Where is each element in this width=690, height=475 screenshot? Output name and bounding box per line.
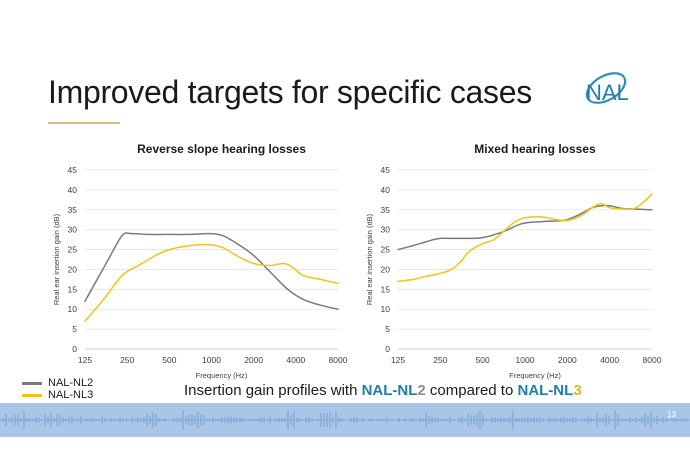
- chart-2-ytick-label: 30: [381, 225, 391, 235]
- chart-2-ytick-label: 5: [385, 324, 390, 334]
- chart-1-xtick-label: 500: [162, 355, 176, 365]
- chart-2: Mixed hearing losses 0 5 10 15 20 25 30 35 40 45 12…: [365, 142, 662, 380]
- chart-1-xtick-label: 125: [78, 355, 92, 365]
- chart-1-title: Reverse slope hearing losses: [137, 142, 306, 156]
- chart-1-series-nal-nl3: [84, 243, 339, 322]
- figure-caption: Insertion gain profiles with NAL-NL2 com…: [184, 382, 582, 399]
- chart-2-ytick-label: 25: [381, 245, 391, 255]
- chart-1-series-nal-nl2: [84, 232, 339, 310]
- caption-nl2-name: NAL-NL: [361, 382, 418, 399]
- chart-1-ylabel: Real ear insertion gain (dB): [52, 213, 61, 305]
- chart-1-xtick-label: 8000: [329, 355, 348, 365]
- caption-nl2-suffix: 2: [417, 382, 426, 399]
- chart-1-xlabel: Frequency (Hz): [196, 371, 248, 380]
- nal-logo: NAL: [585, 72, 629, 105]
- chart-1-ytick-label: 25: [68, 245, 78, 255]
- chart-1-ytick-label: 10: [68, 304, 78, 314]
- chart-2-ytick-label: 40: [381, 185, 391, 195]
- chart-2-series-nal-nl2: [397, 204, 653, 251]
- caption-middle: compared to: [425, 382, 518, 399]
- legend-label-nl3: NAL-NL3: [48, 389, 94, 401]
- caption-prefix: Insertion gain profiles with: [184, 382, 362, 399]
- legend-item-nl2: NAL-NL2: [22, 377, 93, 389]
- chart-2-xtick-label: 500: [476, 355, 490, 365]
- page-number: 13: [667, 410, 676, 419]
- legend-item-nl3: NAL-NL3: [22, 389, 93, 401]
- caption-nl3-name: NAL-NL: [517, 382, 574, 399]
- chart-2-xtick-label: 2000: [558, 355, 577, 365]
- legend-swatch-nl3: [22, 393, 42, 397]
- chart-2-ytick-label: 0: [385, 344, 390, 354]
- waveform-decoration: [0, 410, 690, 430]
- chart-2-ytick-label: 10: [381, 304, 391, 314]
- chart-1-ytick-label: 40: [68, 185, 78, 195]
- chart-2-xtick-label: 125: [391, 355, 405, 365]
- chart-2-ytick-label: 15: [381, 284, 391, 294]
- chart-1-xtick-label: 4000: [286, 355, 305, 365]
- caption-nl3-suffix: 3: [573, 382, 582, 399]
- chart-2-xtick-label: 8000: [643, 355, 662, 365]
- chart-1-ytick-label: 35: [68, 205, 78, 215]
- chart-1-ytick-label: 15: [68, 284, 78, 294]
- chart-1-ytick-label: 0: [72, 344, 77, 354]
- chart-1-ytick-label: 20: [68, 264, 78, 274]
- chart-2-xlabel: Frequency (Hz): [509, 371, 561, 380]
- legend-swatch-nl2: [22, 381, 42, 385]
- chart-2-ytick-label: 20: [381, 264, 391, 274]
- chart-1-xtick-label: 2000: [244, 355, 263, 365]
- chart-2-ylabel: Real ear insertion gain (dB): [365, 213, 374, 305]
- title-underline: [48, 122, 120, 124]
- legend: NAL-NL2 NAL-NL3: [22, 377, 93, 401]
- chart-1-ytick-label: 45: [68, 165, 78, 175]
- chart-1-ytick-label: 5: [72, 324, 77, 334]
- logo-swoosh-icon: [585, 72, 627, 104]
- chart-2-title: Mixed hearing losses: [474, 142, 596, 156]
- chart-1-xtick-label: 250: [120, 355, 134, 365]
- chart-1: Reverse slope hearing losses 0 5 10 15 20 25 30…: [52, 142, 348, 380]
- logo-text: NAL: [586, 80, 629, 105]
- legend-label-nl2: NAL-NL2: [48, 377, 94, 389]
- chart-2-ytick-label: 45: [381, 165, 391, 175]
- chart-2-ytick-label: 35: [381, 205, 391, 215]
- chart-2-xtick-label: 250: [433, 355, 447, 365]
- slide-title: Improved targets for specific cases: [48, 74, 532, 110]
- chart-1-xtick-label: 1000: [202, 355, 221, 365]
- footer-waveform-band: [0, 403, 690, 437]
- chart-2-xtick-label: 4000: [600, 355, 619, 365]
- chart-2-xtick-label: 1000: [516, 355, 535, 365]
- chart-1-ytick-label: 30: [68, 225, 78, 235]
- chart-2-series-nal-nl3: [397, 193, 653, 283]
